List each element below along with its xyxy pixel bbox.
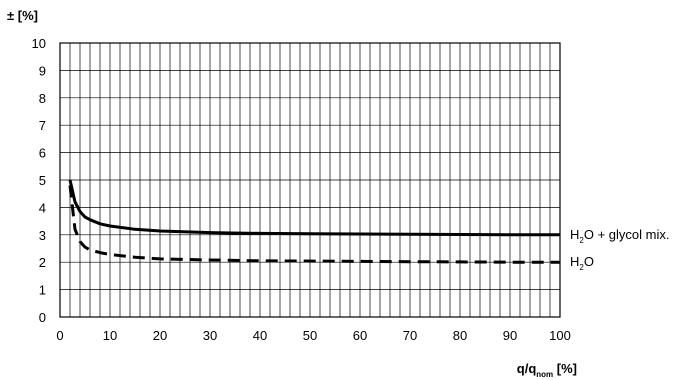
y-tick-label: 10	[32, 36, 46, 51]
x-tick-label: 80	[453, 328, 467, 343]
y-tick-labels: 0 1 2 3 4 5 6 7 8 9 10	[32, 36, 46, 325]
series-label: H2O + glycol mix.	[570, 227, 669, 245]
x-tick-label: 50	[303, 328, 317, 343]
grid	[59, 42, 561, 318]
x-tick-label: 90	[503, 328, 517, 343]
series-label: H2O	[570, 254, 594, 272]
x-tick-label: 100	[549, 328, 571, 343]
y-tick-label: 6	[39, 146, 46, 161]
y-tick-label: 0	[39, 310, 46, 325]
series-line	[68, 179, 560, 237]
x-tick-label: 40	[253, 328, 267, 343]
x-tick-label: 30	[203, 328, 217, 343]
curves	[68, 179, 560, 264]
x-tick-label: 70	[403, 328, 417, 343]
y-tick-label: 2	[39, 255, 46, 270]
x-tick-label: 20	[153, 328, 167, 343]
y-tick-label: 9	[39, 63, 46, 78]
series-line	[68, 185, 560, 264]
x-tick-label: 0	[56, 328, 63, 343]
x-tick-labels: 0 10 20 30 40 50 60 70 80 90 100	[56, 328, 570, 343]
y-tick-label: 3	[39, 228, 46, 243]
y-tick-label: 8	[39, 91, 46, 106]
plot-frame	[59, 42, 561, 318]
y-tick-label: 7	[39, 118, 46, 133]
x-tick-label: 10	[103, 328, 117, 343]
y-tick-label: 1	[39, 283, 46, 298]
y-axis-title: ± [%]	[7, 8, 38, 23]
series-labels: H2O + glycol mix. H2O	[570, 227, 669, 272]
x-tick-label: 60	[353, 328, 367, 343]
y-tick-label: 5	[39, 173, 46, 188]
y-tick-label: 4	[39, 200, 46, 215]
x-axis-title: q/qnom [%]	[517, 361, 577, 379]
